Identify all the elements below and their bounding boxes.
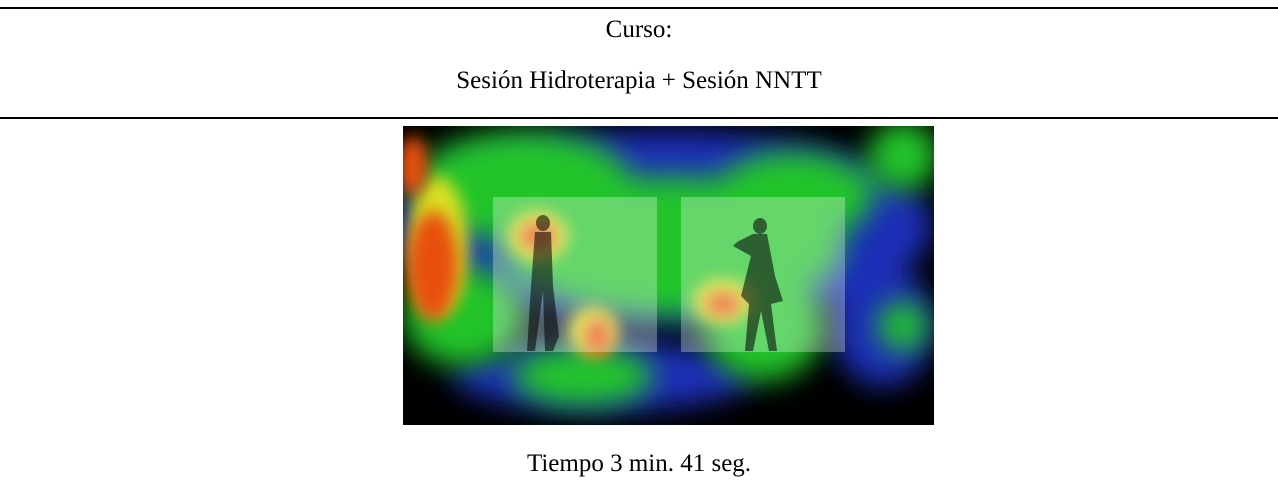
session-title: Sesión Hidroterapia + Sesión NNTT	[0, 66, 1278, 96]
header-rule	[0, 117, 1278, 119]
page: Curso: Sesión Hidroterapia + Sesión NNTT	[0, 0, 1278, 497]
top-rule	[0, 7, 1278, 9]
heatmap-image	[403, 126, 934, 425]
course-label: Curso:	[0, 15, 1278, 45]
caption: Tiempo 3 min. 41 seg.	[0, 449, 1278, 479]
